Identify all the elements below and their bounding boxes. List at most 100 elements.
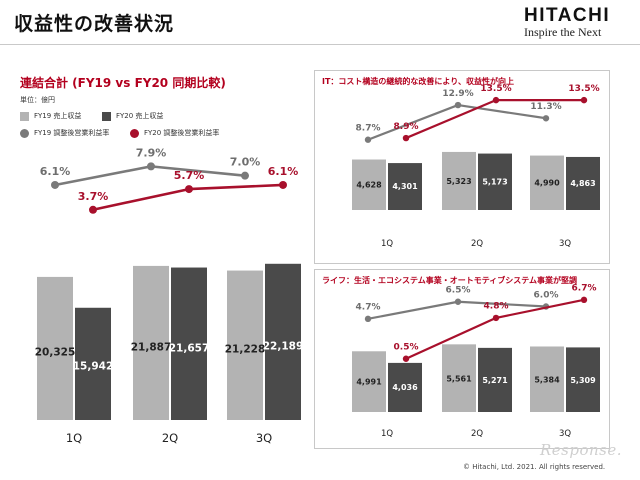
legend-label-fy20-sales: FY20 売上収益 (116, 112, 164, 120)
consolidated-point-label-fy20-2q: 5.7% (174, 169, 205, 182)
it-point-label-fy19-1q: 8.7% (356, 124, 381, 134)
it-point-label-fy19-3q: 11.3% (530, 102, 561, 112)
it-point-fy19-2q (454, 101, 462, 109)
life-bar-fy19-1q (352, 351, 386, 412)
hitachi-logo: HITACHI Inspire the Next (524, 6, 628, 39)
consolidated-point-fy19-3q (241, 171, 249, 180)
consolidated-point-fy19-1q (51, 180, 59, 189)
it-bar-fy19-3q (530, 155, 564, 210)
legend-fy20-sales: FY20 売上収益 (102, 111, 163, 121)
consolidated-bar-fy20-3q (265, 263, 301, 420)
consolidated-bar-fy19-3q (227, 270, 263, 420)
it-bar-label-fy20-1q: 4,301 (392, 182, 418, 191)
consolidated-bar-label-fy20-3q: 22,189 (263, 341, 304, 353)
life-point-fy20-1q (402, 355, 410, 362)
life-point-label-fy20-1q: 0.5% (394, 343, 419, 353)
life-bar-label-fy19-3q: 5,384 (534, 376, 560, 385)
life-bar-fy20-1q (388, 362, 422, 412)
life-bar-fy20-3q (566, 347, 600, 412)
consolidated-point-fy20-1q (89, 205, 97, 214)
life-category-label-2q: 2Q (471, 429, 483, 439)
it-point-label-fy20-2q: 13.5% (480, 84, 511, 94)
legend-fy19-margin: FY19 調整後営業利益率 (20, 128, 109, 138)
consolidated-point-label-fy19-1q: 6.1% (40, 165, 71, 178)
it-point-fy20-3q (580, 96, 588, 104)
it-point-label-fy20-3q: 13.5% (568, 84, 599, 94)
life-point-label-fy19-2q: 6.5% (446, 286, 471, 296)
life-category-label-1q: 1Q (381, 429, 393, 439)
consolidated-category-label-3q: 3Q (256, 431, 272, 445)
it-bar-fy20-1q (388, 163, 422, 210)
legend-label-fy19-sales: FY19 売上収益 (34, 112, 82, 120)
it-bar-label-fy19-2q: 5,323 (446, 177, 471, 186)
consolidated-chart-title: 連結合計 (FY19 vs FY20 同期比較) (20, 76, 226, 90)
consolidated-point-fy20-3q (279, 180, 287, 189)
life-bar-label-fy20-2q: 5,271 (482, 376, 508, 385)
it-bar-fy20-3q (566, 156, 600, 210)
it-point-label-fy19-2q: 12.9% (442, 89, 473, 99)
it-category-label-1q: 1Q (381, 239, 393, 249)
consolidated-point-label-fy19-3q: 7.0% (230, 156, 261, 169)
consolidated-bar-fy20-1q (75, 307, 111, 420)
it-panel-title: IT：コスト構造の継続的な改善により、収益性が向上 (322, 77, 514, 86)
life-point-fy19-1q (364, 315, 372, 323)
life-bar-label-fy20-3q: 5,309 (570, 376, 596, 385)
life-panel-title: ライフ：生活・エコシステム事業・オートモティブシステム事業が堅調 (322, 276, 578, 285)
consolidated-bar-fy19-1q (37, 276, 73, 420)
it-bar-label-fy20-3q: 4,863 (570, 179, 595, 188)
consolidated-bar-label-fy19-1q: 20,325 (35, 347, 76, 359)
consolidated-bar-label-fy20-2q: 21,657 (169, 342, 210, 354)
consolidated-point-label-fy20-3q: 6.1% (268, 165, 299, 178)
legend-label-fy19-margin: FY19 調整後営業利益率 (34, 129, 110, 137)
consolidated-point-label-fy20-1q: 3.7% (78, 190, 109, 203)
consolidated-point-fy20-2q (185, 185, 193, 194)
consolidated-bar-fy20-2q (171, 267, 207, 420)
unit-label: 単位：億円 (20, 96, 55, 104)
it-point-fy19-3q (542, 115, 550, 122)
consolidated-bar-fy19-2q (133, 265, 169, 420)
life-point-fy20-2q (492, 314, 500, 322)
life-point-fy20-3q (580, 296, 588, 304)
it-point-label-fy20-1q: 8.9% (394, 122, 419, 132)
it-point-fy20-2q (492, 96, 500, 104)
life-bar-fy19-3q (530, 346, 564, 412)
it-bar-label-fy19-1q: 4,628 (356, 180, 382, 189)
life-bar-fy20-2q (478, 347, 512, 412)
it-point-fy20-1q (402, 134, 410, 142)
consolidated-category-label-1q: 1Q (66, 431, 82, 445)
consolidated-bar-label-fy20-1q: 15,942 (73, 360, 114, 372)
logo-wordmark: HITACHI (524, 5, 611, 26)
life-bar-label-fy19-2q: 5,561 (446, 375, 472, 384)
it-bar-label-fy20-2q: 5,173 (482, 178, 507, 187)
copyright-text: © Hitachi, Ltd. 2021. All rights reserve… (463, 463, 606, 471)
life-bar-label-fy19-1q: 4,991 (356, 378, 382, 387)
it-bar-fy19-1q (352, 159, 386, 210)
life-point-label-fy19-3q: 6.0% (534, 290, 559, 300)
it-point-fy19-1q (364, 136, 372, 143)
legend-label-fy20-margin: FY20 調整後営業利益率 (144, 129, 220, 137)
consolidated-bar-label-fy19-3q: 21,228 (225, 344, 266, 356)
consolidated-category-label-2q: 2Q (162, 431, 178, 445)
it-category-label-2q: 2Q (471, 239, 483, 249)
life-bar-label-fy20-1q: 4,036 (392, 383, 418, 392)
life-point-label-fy19-1q: 4.7% (356, 303, 381, 313)
page-title: 収益性の改善状況 (14, 13, 175, 35)
life-bar-fy19-2q (442, 344, 476, 412)
consolidated-bar-label-fy19-2q: 21,887 (131, 342, 172, 354)
consolidated-point-fy19-2q (147, 162, 155, 171)
legend-fy19-sales: FY19 売上収益 (20, 111, 81, 121)
it-bar-fy20-2q (478, 153, 512, 210)
life-point-label-fy20-2q: 4.8% (484, 302, 509, 312)
legend-swatch-fy20-sales (102, 111, 111, 121)
response-watermark: Response. (540, 441, 623, 459)
life-point-fy19-2q (454, 298, 462, 305)
legend-fy20-margin: FY20 調整後営業利益率 (130, 128, 219, 138)
logo-tagline: Inspire the Next (524, 25, 602, 39)
life-category-label-3q: 3Q (559, 429, 571, 439)
it-bar-label-fy19-3q: 4,990 (534, 179, 560, 188)
legend-swatch-fy20-margin (130, 128, 139, 138)
consolidated-point-label-fy19-2q: 7.9% (136, 146, 167, 159)
it-bar-fy19-2q (442, 151, 476, 210)
legend-swatch-fy19-sales (20, 111, 29, 121)
